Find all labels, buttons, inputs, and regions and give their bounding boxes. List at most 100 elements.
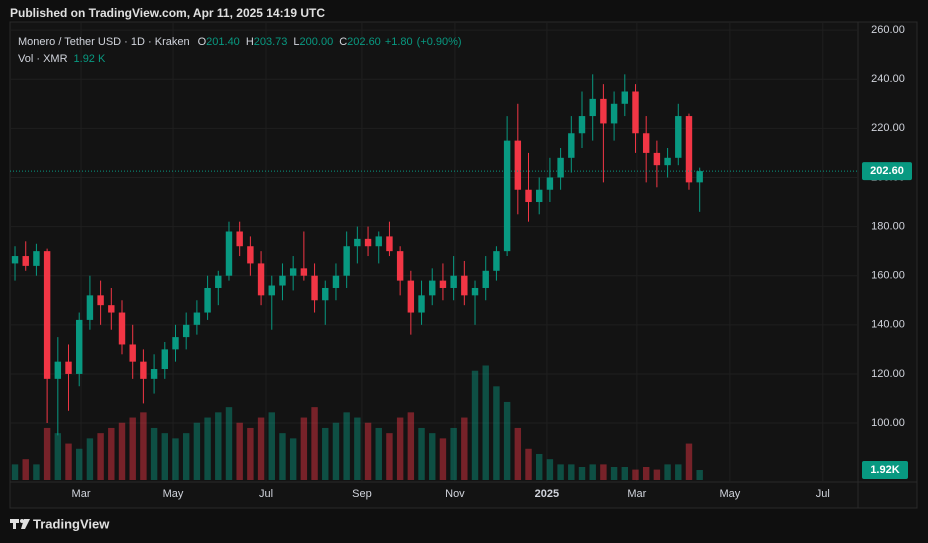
title: Monero / Tether USD · 1D · Kraken O201.40… [18,36,462,48]
y-tick-label: 120.00 [871,368,905,380]
candle-body [546,177,554,190]
volume-bar [289,438,297,480]
volume-bar [578,466,586,480]
volume-bar [439,438,447,480]
candle-body [685,116,693,183]
volume-bar [343,412,350,480]
ohlc-value: 202.60 [347,36,381,48]
candle-body [610,103,618,124]
candle-body [375,236,382,247]
candle-body [108,305,115,313]
volume-bar [54,433,62,480]
candle-body [675,116,682,158]
candle-body [54,361,62,379]
volume-legend: Vol · XMR 1.92 K [18,53,106,65]
volume-bar [76,448,83,480]
x-tick-label: Sep [352,488,372,500]
candle-body [568,133,575,158]
candle-body [140,361,147,379]
candle-body [396,251,404,281]
volume-bar [97,433,104,480]
candle-body [503,140,511,252]
ohlc-value: 203.73 [254,36,288,48]
candle-body [450,275,457,288]
brand-logo [10,519,30,529]
volume-bar [257,417,265,480]
candle-body [76,319,83,374]
candle-body [33,251,40,266]
candle-body [493,251,500,271]
volume-bar [642,466,650,480]
volume-bar [322,427,329,480]
volume-bar [525,448,532,480]
volume-bar [204,417,211,480]
volume-bar [396,417,404,480]
volume-bar [589,464,596,480]
volume-bar [557,464,564,480]
candle-body [86,295,94,320]
candle-body [418,295,425,313]
candle-body [536,189,543,203]
x-tick-label: Mar [627,488,646,500]
candle-body [482,270,489,288]
volume-bar [22,459,29,480]
volume-title: Vol · XMR [18,53,68,65]
change-pct: (+0.90%) [417,36,462,48]
candle-body [204,287,211,313]
volume-bar [247,427,254,480]
volume-bar [236,422,243,480]
volume-bar [546,459,554,480]
volume-bar [11,464,19,480]
candle-body [386,236,393,252]
volume-bar [129,417,136,480]
candle-body [664,157,671,166]
volume-bar [503,401,511,480]
x-tick-label: Mar [72,488,91,500]
candle-body [311,275,318,301]
volume-bar [215,412,222,480]
volume-bar [493,386,500,480]
volume-bar [182,433,190,480]
candle-body [332,275,340,288]
candle-body [182,324,190,338]
candle-body [514,140,522,190]
candle-body [343,246,350,276]
candle-body [471,287,479,296]
ohlc-key: O [198,36,207,48]
volume-bar [33,464,40,480]
candle-body [43,251,51,379]
volume-bar [685,443,693,480]
change: +1.80 [385,36,413,48]
last-price-label: 202.60 [870,165,904,177]
y-tick-label: 180.00 [871,220,905,232]
chart-frame [9,21,918,509]
last-price-box [862,162,912,181]
volume-bar [418,427,425,480]
volume-bar [568,464,575,480]
volume-bar [354,417,361,480]
candle-body [225,231,233,276]
x-tick-label: May [163,488,184,500]
volume-bar [450,427,457,480]
ohlc-value: 201.40 [206,36,240,48]
y-tick-label: 220.00 [871,122,905,134]
volume-bar [482,365,489,480]
ohlc-key: L [293,36,299,48]
volume-bar [364,422,372,480]
candle-body [193,312,201,325]
candle-body [300,268,308,276]
volume-bar [675,464,682,480]
candle-body [279,275,286,286]
volume-bar [386,433,393,480]
volume-bar [332,422,340,480]
candle-body [557,157,564,178]
volume-bar [86,438,94,480]
volume-bar [664,464,671,480]
candle-body [22,256,29,266]
candle-body [322,287,329,301]
volume-bar [43,427,51,480]
candle-body [696,171,703,183]
volume-bar [118,422,126,480]
candle-body [268,285,275,296]
